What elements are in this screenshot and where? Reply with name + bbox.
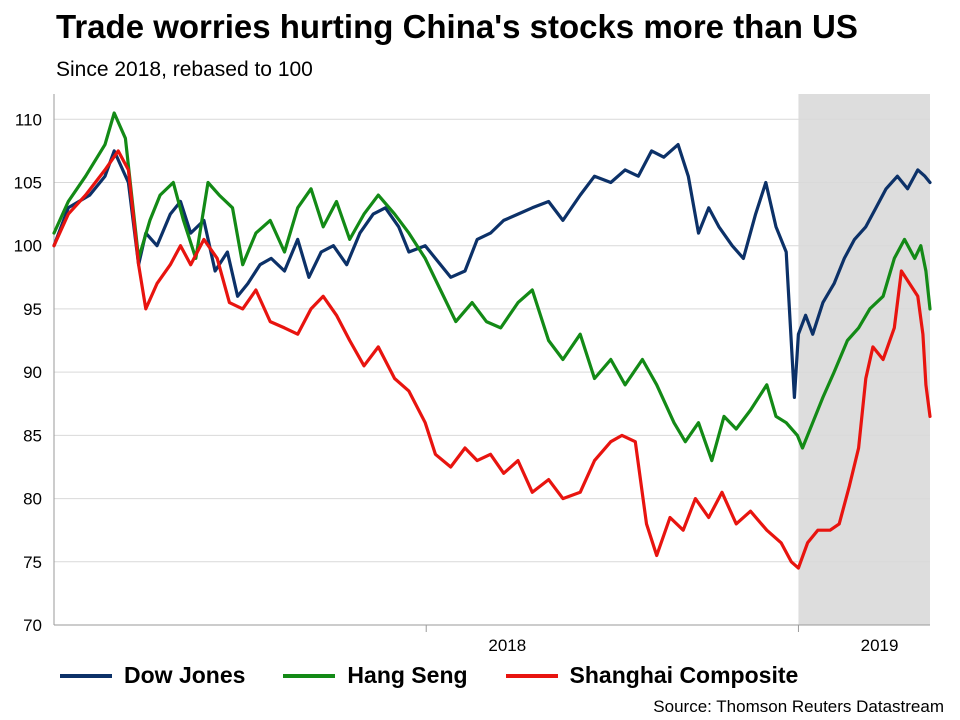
x-tick-label-2019: 2019	[861, 636, 899, 655]
series-line-hang-seng	[52, 111, 932, 463]
y-tick-label-95: 95	[23, 300, 42, 319]
legend-label-hang-seng: Hang Seng	[347, 662, 468, 688]
y-tick-label-105: 105	[14, 174, 42, 193]
source-note: Source: Thomson Reuters Datastream	[653, 697, 944, 716]
x-tick-label-2018: 2018	[488, 636, 526, 655]
legend-label-dow-jones: Dow Jones	[124, 662, 246, 688]
legend-item-hang-seng: Hang Seng	[283, 662, 468, 689]
chart-legend: Dow Jones Hang Seng Shanghai Composite	[60, 662, 836, 689]
chart-subtitle: Since 2018, rebased to 100	[56, 58, 313, 81]
y-tick-label-80: 80	[23, 490, 42, 509]
y-tick-label-70: 70	[23, 616, 42, 635]
y-tick-label-110: 110	[15, 110, 42, 129]
y-tick-label-90: 90	[23, 363, 42, 382]
shaded-region	[798, 94, 930, 625]
y-tick-label-75: 75	[23, 553, 42, 572]
series-line-shanghai-composite	[52, 149, 932, 570]
legend-item-dow-jones: Dow Jones	[60, 662, 245, 689]
chart-title: Trade worries hurting China's stocks mor…	[56, 8, 858, 45]
series-line-dow-jones	[52, 143, 932, 399]
legend-swatch-shanghai-composite	[505, 673, 558, 678]
legend-swatch-hang-seng	[283, 673, 336, 678]
legend-swatch-dow-jones	[60, 673, 112, 678]
y-tick-label-100: 100	[14, 237, 42, 256]
legend-item-shanghai-composite: Shanghai Composite	[505, 662, 799, 689]
y-tick-label-85: 85	[23, 426, 42, 445]
legend-label-shanghai-composite: Shanghai Composite	[569, 662, 799, 688]
